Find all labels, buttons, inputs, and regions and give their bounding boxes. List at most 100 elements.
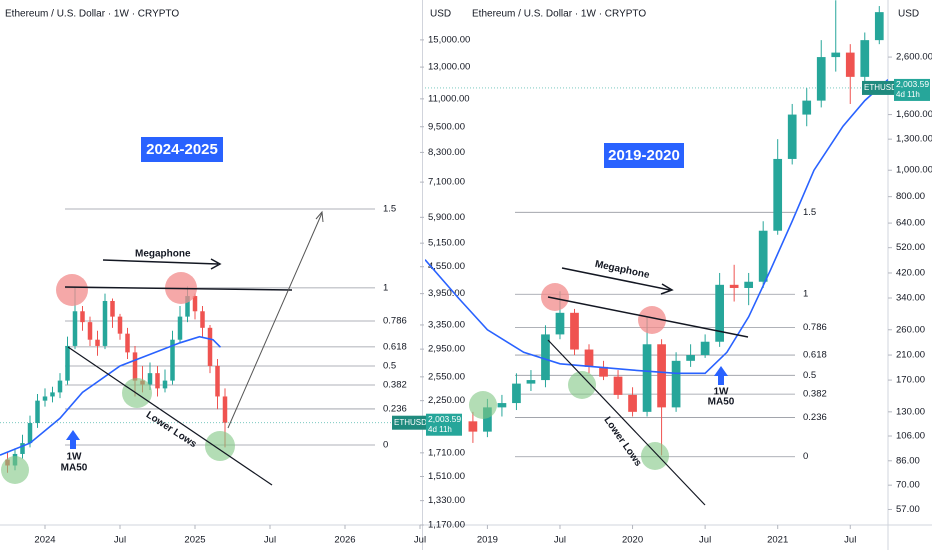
candle-body [110,300,115,317]
period-label: 2024-2025 [146,141,218,158]
candle-body [87,322,93,340]
y-tick-label: 1,330.00 [428,495,465,506]
x-tick-label: Jul [844,535,856,546]
y-tick-label: 1,710.00 [428,447,465,458]
candle-body [222,396,228,423]
trend-line [64,286,293,291]
candle-body [65,345,70,381]
candle-body [483,407,492,432]
candle-body [686,355,695,361]
fib-label: 1.5 [383,203,396,214]
candle-body [874,12,884,41]
y-tick-label: 1,300.00 [896,134,932,145]
y-tick-label: 420.00 [896,267,925,278]
candle-body [802,100,812,115]
fib-label: 1.5 [803,207,816,218]
candle-body [72,311,78,346]
candle-body [185,296,190,317]
highlight-circle [541,283,569,311]
x-tick-label: 2026 [334,535,355,546]
x-tick-label: Jul [414,535,426,546]
candle-body [831,52,841,58]
trend-line [547,339,706,506]
moving-average [425,79,888,375]
candle-body [526,380,536,384]
highlight-circle [1,456,29,484]
fib-label: 0.382 [383,380,407,391]
fib-label: 1 [803,289,808,300]
arrow-up [714,366,728,385]
trend-line [67,346,273,486]
trend-line [547,296,749,338]
y-tick-label: 57.00 [896,504,920,515]
highlight-circle [56,274,88,306]
x-tick-label: Jul [114,535,126,546]
fib-label: 0.382 [803,389,827,400]
candle-body [27,423,33,444]
candle-body [102,300,108,346]
fib-label: 0 [383,440,388,451]
candle-body [192,296,198,312]
candle-body [95,339,100,346]
candle-body [215,365,220,397]
arrow-head [210,258,222,270]
candle-body [207,327,213,366]
candle-body [555,312,565,335]
candle-body [512,383,521,404]
candle-body [744,281,754,288]
y-tick-label: 2,550.00 [428,371,465,382]
candle-body [613,376,623,395]
y-tick-label: 9,500.00 [428,121,465,132]
y-tick-label: 210.00 [896,350,925,361]
y-tick-label: 260.00 [896,324,925,335]
candle-body [628,394,637,412]
candle-body [162,380,168,389]
candle-body [845,52,855,77]
annotation: 1W [67,452,83,463]
candle-body [468,421,478,432]
price-tag-value: 2,003.59 [896,79,929,89]
y-tick-label: 13,000.00 [428,62,470,73]
fib-label: 0.786 [383,316,407,327]
y-tick-label: 2,600.00 [896,52,932,63]
x-tick-label: 2020 [622,535,643,546]
x-tick-label: Jul [554,535,566,546]
fib-label: 0.618 [383,341,407,352]
price-tag-bg [894,78,930,101]
x-tick-label: Jul [264,535,276,546]
y-tick-label: 1,170.00 [428,520,465,531]
highlight-circle [205,431,235,461]
x-tick-label: Jul [699,535,711,546]
candle-body [657,344,666,408]
y-tick-label: 340.00 [896,293,925,304]
x-tick-label: 2024 [34,535,55,546]
y-tick-label: 4,550.00 [428,261,465,272]
y-tick-label: 520.00 [896,242,925,253]
annotation: 1W [714,387,730,398]
candle-body [147,373,153,385]
chart-title: Ethereum / U.S. Dollar · 1W · CRYPTO [472,9,646,20]
period-box [141,137,223,162]
y-tick-label: 170.00 [896,375,925,386]
fib-label: 0.5 [383,360,396,371]
candle-body [700,341,710,356]
y-tick-label: 1,000.00 [896,165,932,176]
candle-body [42,396,48,401]
highlight-circle [469,391,497,419]
price-tag-name-bg [862,80,894,95]
fib-label: 0 [803,451,808,462]
candle-body [80,311,85,323]
highlight-circle [641,442,669,470]
candle-body [170,339,175,381]
arrow-head [660,283,674,295]
price-tag-name-bg [392,415,426,430]
candle-body [584,349,594,367]
candle-body [125,333,130,353]
period-label: 2019-2020 [608,147,680,164]
annotation: MA50 [61,463,88,474]
y-tick-label: 5,150.00 [428,238,465,249]
candle-body [57,380,63,393]
candle-body [599,366,608,377]
y-tick-label: 3,350.00 [428,319,465,330]
